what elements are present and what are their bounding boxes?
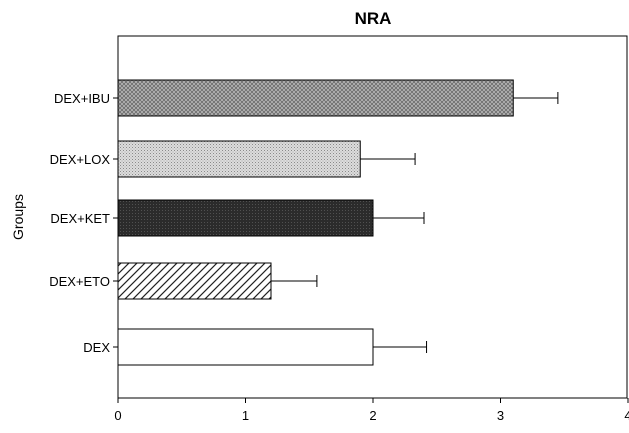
x-tick-label: 0 — [114, 408, 121, 423]
chart-title: NRA — [355, 9, 392, 28]
x-axis: 0 1 2 3 4 — [114, 398, 629, 423]
bars-layer: DEX DEX+ETO DEX+KET DEX+LOX DEX+IBU — [49, 79, 559, 366]
bar-dex — [117, 328, 374, 366]
error-bar-dex-eto — [271, 275, 318, 287]
bar-dex-ibu — [117, 79, 514, 117]
bar-dex-lox — [117, 140, 361, 178]
x-tick-label: 1 — [242, 408, 249, 423]
x-tick-label: 3 — [497, 408, 504, 423]
x-tick-label: 2 — [369, 408, 376, 423]
category-label: DEX+ETO — [49, 274, 110, 289]
error-bar-dex — [373, 341, 428, 353]
category-label: DEX+KET — [50, 211, 110, 226]
y-axis-title: Groups — [10, 194, 26, 240]
error-bar-dex-ket — [373, 212, 425, 224]
x-tick-label: 4 — [624, 408, 629, 423]
error-bar-dex-lox — [360, 153, 416, 165]
category-label: DEX+LOX — [50, 152, 111, 167]
category-label: DEX — [83, 340, 110, 355]
bar-dex-ket — [117, 199, 374, 237]
error-bar-dex-ibu — [513, 92, 559, 104]
category-label: DEX+IBU — [54, 91, 110, 106]
bar-dex-eto — [117, 262, 272, 300]
